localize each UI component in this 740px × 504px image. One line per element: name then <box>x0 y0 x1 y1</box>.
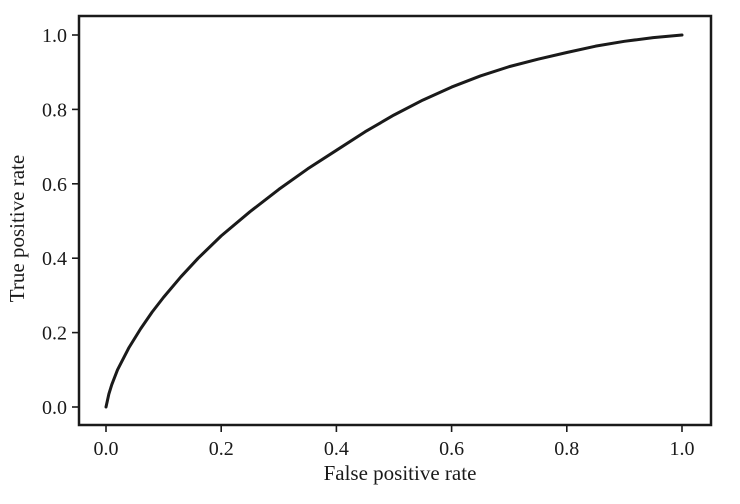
ticks-layer: 0.0 0.2 0.4 0.6 0.8 1.0 0.0 0.2 0.4 0.6 0.8 1.0 <box>42 25 695 460</box>
x-axis-label: False positive rate <box>324 461 477 485</box>
x-tick-label: 1.0 <box>670 438 695 460</box>
y-tick-label: 0.0 <box>42 397 67 419</box>
y-tick-label: 0.6 <box>42 174 67 196</box>
y-tick-label: 0.8 <box>42 99 67 121</box>
x-tick-label: 0.4 <box>324 438 349 460</box>
y-tick-label: 0.2 <box>42 323 67 345</box>
x-tick-label: 0.6 <box>439 438 464 460</box>
x-tick-label: 0.2 <box>209 438 234 460</box>
y-tick-label: 0.4 <box>42 248 67 270</box>
roc-curve-line <box>104 33 684 409</box>
x-tick-label: 0.8 <box>554 438 579 460</box>
x-tick-label: 0.0 <box>94 438 119 460</box>
y-axis-label: True positive rate <box>5 155 29 302</box>
plot-frame <box>77 14 713 427</box>
y-tick-label: 1.0 <box>42 25 67 47</box>
